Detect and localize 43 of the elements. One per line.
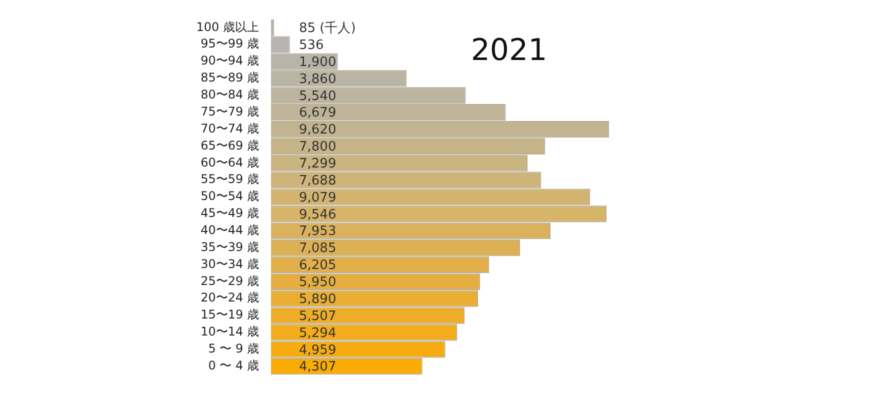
- data-label: 4,307: [299, 360, 336, 375]
- y-tick-label: 70〜74 歳: [200, 121, 259, 136]
- data-label: 5,294: [299, 326, 336, 341]
- data-label: 5,890: [299, 292, 336, 307]
- y-tick-label: 55〜59 歳: [200, 172, 259, 186]
- data-label: 9,620: [299, 122, 336, 138]
- y-tick-label: 10〜14 歳: [200, 324, 259, 339]
- y-tick-label: 50〜54 歳: [200, 189, 259, 204]
- y-tick-label: 5 〜 9 歳: [208, 342, 259, 356]
- y-tick-label: 30〜34 歳: [200, 256, 259, 271]
- y-tick-label: 90〜94 歳: [200, 54, 259, 68]
- y-tick-label: 60〜64 歳: [200, 155, 259, 170]
- y-tick-label: 95〜99 歳: [200, 36, 259, 51]
- data-label: 6,679: [299, 106, 336, 121]
- data-label: 7,800: [299, 140, 336, 155]
- data-label: 6,205: [299, 258, 336, 274]
- y-tick-label: 0 〜 4 歳: [208, 358, 259, 372]
- data-label: 9,079: [299, 190, 336, 206]
- data-label: 7,953: [299, 224, 336, 240]
- data-label: 536: [299, 38, 324, 53]
- y-tick-label: 40〜44 歳: [200, 222, 259, 237]
- y-tick-label: 100 歳以上: [196, 20, 259, 34]
- data-label: 85 (千人): [299, 21, 356, 36]
- y-tick-label: 65〜69 歳: [200, 138, 259, 152]
- data-label: 7,085: [299, 241, 336, 256]
- data-label: 3,860: [299, 72, 336, 87]
- data-label: 4,959: [299, 342, 336, 358]
- data-label: 7,299: [299, 156, 336, 172]
- y-tick-label: 80〜84 歳: [200, 88, 259, 102]
- data-label: 5,540: [299, 88, 336, 104]
- y-tick-label: 85〜89 歳: [200, 70, 259, 85]
- data-label: 5,507: [299, 308, 336, 324]
- data-label: 1,900: [299, 54, 336, 70]
- data-label: 7,688: [299, 173, 336, 188]
- y-tick-label: 15〜19 歳: [200, 308, 259, 322]
- text: 2021: [470, 32, 548, 68]
- y-tick-label: 75〜79 歳: [200, 104, 259, 118]
- y-tick-label: 45〜49 歳: [200, 206, 259, 220]
- y-tick-label: 25〜29 歳: [200, 274, 259, 288]
- data-label: 5,950: [299, 275, 336, 290]
- data-label: 9,546: [299, 207, 336, 222]
- y-tick-label: 20〜24 歳: [200, 290, 259, 305]
- y-tick-label: 35〜39 歳: [200, 240, 259, 254]
